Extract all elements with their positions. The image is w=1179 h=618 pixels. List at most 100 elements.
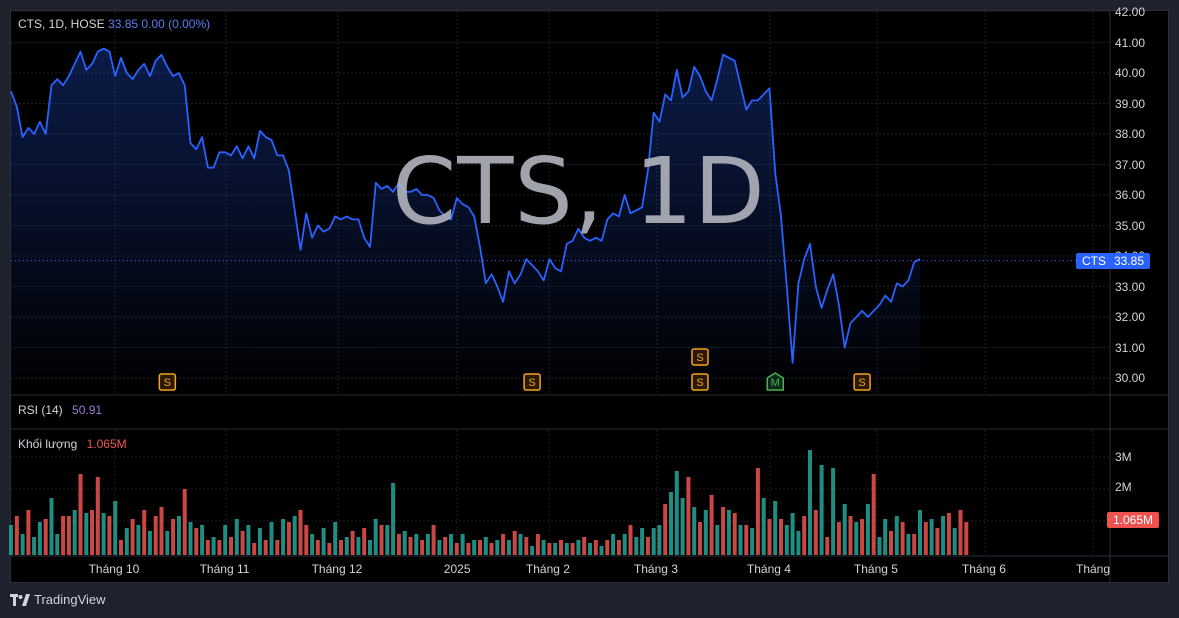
price-tick-label: 36.00 [1115,188,1146,202]
volume-bar [263,540,268,555]
volume-bar [570,543,575,555]
volume-bar [339,540,343,555]
volume-bar [14,516,19,555]
volume-bar [541,540,546,555]
volume-bar [32,537,37,555]
event-markers[interactable]: S S S S M S [158,348,871,391]
time-tick-label: Tháng 4 [746,562,791,576]
price-area [11,48,920,380]
volume-bar [703,510,708,555]
volume-bar [680,498,685,555]
volume-bar [767,519,772,555]
volume-bar [182,489,187,555]
volume-bar [194,528,199,555]
volume-bar [298,510,303,555]
volume-bar [281,519,286,555]
volume-bar [350,531,355,555]
volume-bar [674,471,679,555]
price-tick-label: 42.00 [1115,5,1146,19]
price-tick-label: 37.00 [1115,157,1146,172]
volume-bar [773,501,778,555]
volume-bar [761,498,766,555]
rsi-label: RSI (14) [18,403,63,417]
volume-bar [356,537,361,555]
volume-bar [101,513,106,555]
volume-bar [252,543,257,555]
volume-bar [466,543,471,555]
price-tag-symbol: CTS [1082,254,1106,268]
volume-bar [188,522,193,555]
chart-watermark: CTS, 1D [392,138,766,245]
time-tick-label: Tháng 11 [199,562,250,576]
volume-bar [9,525,13,555]
volume-bar [159,507,164,555]
volume-bar [622,534,627,555]
price-tag: CTS [1076,253,1112,269]
event-marker-s: S [691,348,709,366]
volume-bar [588,543,592,555]
volume-bar [964,522,969,555]
volume-tick-label: 3M [1115,450,1132,464]
volume-bar [906,534,911,555]
volume-bar [240,531,245,555]
volume-bar [831,468,836,555]
event-marker-s: S [158,373,177,391]
volume-bar [958,510,963,555]
volume-bar [78,474,83,555]
volume-bar [217,540,222,555]
volume-bar [443,537,448,555]
volume-bar [449,534,453,555]
volume-bar [379,525,384,555]
price-tick-label: 40.00 [1115,66,1146,80]
volume-bar [396,534,401,555]
price-tick-label: 31.00 [1115,340,1146,355]
volume-bar [95,477,100,555]
volume-bar [865,504,870,555]
volume-legend[interactable]: Khối lượng 1.065M [18,437,127,451]
volume-bar [420,540,425,555]
volume-bar [84,513,89,555]
volume-bar [732,513,737,555]
volume-bar [176,516,181,555]
volume-value: 1.065M [86,437,127,451]
volume-bar [547,543,552,555]
volume-bar [871,474,876,555]
volume-bar [628,525,633,555]
price-legend[interactable]: CTS, 1D, HOSE 33.85 0.00 (0.00%) [18,17,210,31]
volume-bar [900,522,905,555]
volume-bar [825,537,830,555]
volume-bar [923,522,928,555]
volume-bar [790,513,795,555]
volume-bar [136,525,141,555]
volume-bar [72,510,77,555]
volume-bar [460,534,465,555]
volume-bar [518,534,523,555]
volume-bar [171,519,176,555]
event-label: S [164,377,171,389]
volume-bar [698,522,702,555]
volume-bar [61,516,66,555]
volume-bar [755,468,760,555]
volume-bar [483,537,488,555]
rsi-legend[interactable]: RSI (14) 50.91 [18,403,102,417]
price-tick-label: 33.00 [1115,279,1146,294]
volume-bar [200,525,205,555]
volume-bar [124,528,129,555]
volume-bar [385,525,390,555]
event-label: S [696,352,703,364]
volume-bar [66,516,71,555]
time-tick-label: Tháng 12 [311,562,363,576]
volume-bar [489,543,494,555]
tradingview-logo[interactable]: TradingView [10,592,106,607]
price-tick-label: 30.00 [1115,371,1146,385]
volume-bar [43,519,48,555]
volume-bar [663,504,668,555]
price-change: 0.00 (0.00%) [141,17,211,31]
volume-bar [113,501,118,555]
price-tick-label: 39.00 [1115,96,1146,111]
volume-bar [402,531,407,555]
time-tick-label: Tháng 6 [961,562,1006,576]
volume-bar [431,525,436,555]
volume-bar [130,519,135,555]
